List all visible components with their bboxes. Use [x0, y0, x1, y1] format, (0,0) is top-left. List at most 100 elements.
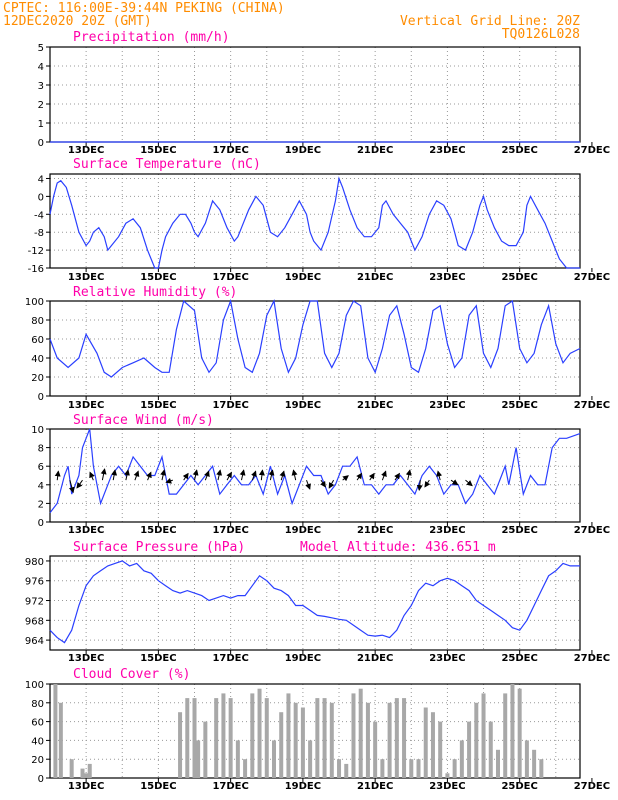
- x-tick-label: 27DEC: [574, 272, 610, 283]
- series-line: [49, 176, 580, 269]
- wind-arrow: [226, 471, 232, 481]
- wind-arrow: [381, 470, 387, 481]
- cloud-bar: [337, 759, 342, 778]
- cloud-bar: [365, 702, 370, 778]
- cloud-bar: [192, 698, 197, 778]
- cloud-bar: [53, 684, 58, 778]
- x-tick-label: 21DEC: [357, 525, 393, 536]
- y-tick-label: 964: [25, 636, 44, 647]
- y-tick-label: 4: [38, 174, 44, 185]
- cloud-bar: [539, 759, 544, 778]
- x-tick-label: 13DEC: [68, 145, 104, 156]
- x-tick-label: 17DEC: [212, 525, 248, 536]
- y-tick-label: -12: [28, 246, 44, 257]
- wind-arrow: [368, 472, 375, 481]
- cloud-bar: [293, 702, 298, 778]
- x-tick-label: 25DEC: [501, 145, 537, 156]
- cloud-bar: [250, 693, 255, 778]
- panel-frame: [49, 300, 581, 397]
- cloud-bar: [264, 698, 269, 778]
- cloud-bar: [474, 702, 479, 778]
- wind-arrow: [268, 469, 275, 481]
- y-tick-label: 3: [38, 81, 44, 92]
- cloud-bar: [351, 693, 356, 778]
- cloud-bar: [344, 763, 349, 778]
- cloud-bar: [358, 688, 363, 778]
- wind-arrow: [54, 470, 61, 481]
- cloud-bar: [271, 740, 276, 778]
- wind-arrow: [405, 469, 412, 481]
- y-tick-label: -16: [28, 264, 44, 275]
- x-tick-label: 21DEC: [357, 653, 393, 664]
- wind-arrow: [160, 469, 167, 481]
- x-tick-label: 13DEC: [68, 525, 104, 536]
- x-tick-label: 13DEC: [68, 653, 104, 664]
- y-tick-label: 1: [38, 119, 44, 130]
- cloud-bar: [524, 740, 529, 778]
- panel-1: -16 -12 -8 -4 0 4 13DEC 15DEC 17DEC 19DEC 21DEC 23D…: [28, 157, 610, 283]
- x-tick-label: 21DEC: [357, 781, 393, 792]
- cloud-bar: [300, 707, 305, 778]
- y-tick-label: 60: [31, 718, 44, 729]
- cloud-bar: [203, 721, 208, 778]
- wind-arrow: [216, 469, 223, 481]
- cloud-bar: [221, 693, 226, 778]
- cloud-bar: [438, 721, 443, 778]
- y-tick-label: 8: [38, 444, 44, 455]
- y-tick-label: 2: [38, 499, 44, 510]
- series-line: [49, 428, 581, 514]
- wind-arrow: [76, 479, 83, 489]
- cloud-bar: [84, 773, 89, 778]
- cloud-bar: [423, 707, 428, 778]
- panel-frame: [49, 46, 581, 143]
- cloud-bar: [329, 702, 334, 778]
- x-tick-label: 25DEC: [501, 400, 537, 411]
- cloud-bar: [387, 702, 392, 778]
- y-tick-label: 80: [31, 316, 44, 327]
- wind-arrow: [100, 468, 107, 481]
- x-tick-label: 15DEC: [140, 653, 176, 664]
- cloud-bar: [185, 698, 190, 778]
- panel-title: Surface Temperature (nC): [73, 157, 261, 172]
- x-tick-label: 19DEC: [285, 145, 321, 156]
- cloud-bar: [243, 759, 248, 778]
- wind-arrow: [89, 471, 95, 481]
- cloud-bar: [315, 698, 320, 778]
- panel-title: Precipitation (mm/h): [73, 30, 230, 45]
- cloud-bar: [481, 693, 486, 778]
- panel-frame: [49, 683, 581, 779]
- x-tick-label: 13DEC: [68, 272, 104, 283]
- y-tick-label: 10: [31, 425, 44, 436]
- x-tick-label: 23DEC: [429, 400, 465, 411]
- y-tick-label: 4: [38, 62, 44, 73]
- cloud-bar: [308, 740, 313, 778]
- cloud-bar: [286, 693, 291, 778]
- cloud-bar: [495, 749, 500, 778]
- wind-arrow: [342, 475, 349, 482]
- panel-3: 0 2 4 6 8 10 13DEC 15DEC 17DEC 19DEC 21DEC 23DEC 25D…: [31, 413, 610, 536]
- panel-frame: [49, 428, 581, 523]
- y-tick-label: 0: [38, 392, 44, 403]
- x-tick-label: 15DEC: [140, 525, 176, 536]
- header-line2-left: 12DEC2020 20Z (GMT): [3, 14, 152, 29]
- wind-arrow: [133, 470, 140, 481]
- y-tick-label: 0: [38, 774, 44, 785]
- wind-arrow: [192, 469, 199, 481]
- y-tick-label: 6: [38, 462, 44, 473]
- y-tick-label: 968: [25, 616, 44, 627]
- cloud-bar: [87, 763, 92, 778]
- y-tick-label: 60: [31, 335, 44, 346]
- x-tick-label: 25DEC: [501, 781, 537, 792]
- cloud-bar: [430, 712, 435, 778]
- cloud-bar: [402, 698, 407, 778]
- y-tick-label: 4: [38, 481, 44, 492]
- panel-title: Relative Humidity (%): [73, 285, 237, 300]
- cloud-bar: [69, 759, 74, 778]
- panel-2: 0 20 40 60 80 100 13DEC 15DEC 17DEC 19DEC 21DEC 23D…: [25, 285, 610, 411]
- x-tick-label: 15DEC: [140, 272, 176, 283]
- panel-title: Surface Wind (m/s): [73, 413, 214, 428]
- cloud-bar: [380, 759, 385, 778]
- cloud-bar: [459, 740, 464, 778]
- x-tick-label: 19DEC: [285, 272, 321, 283]
